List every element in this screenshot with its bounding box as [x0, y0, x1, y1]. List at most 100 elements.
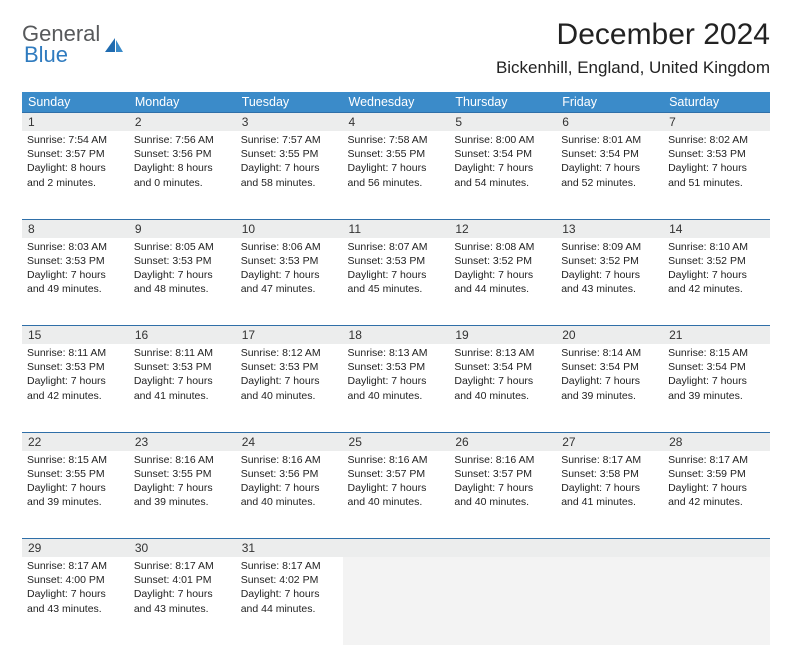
day-cell: Sunrise: 8:11 AMSunset: 3:53 PMDaylight:… [129, 344, 236, 432]
day-header: Sunday [22, 92, 129, 113]
sunrise-text: Sunrise: 8:17 AM [241, 559, 338, 573]
day-cell: Sunrise: 8:13 AMSunset: 3:53 PMDaylight:… [343, 344, 450, 432]
week-body-row: Sunrise: 8:03 AMSunset: 3:53 PMDaylight:… [22, 238, 770, 326]
day-cell-body: Sunrise: 8:15 AMSunset: 3:54 PMDaylight:… [663, 344, 770, 407]
sunrise-text: Sunrise: 8:11 AM [27, 346, 124, 360]
sunrise-text: Sunrise: 7:58 AM [348, 133, 445, 147]
sunset-text: Sunset: 3:53 PM [134, 254, 231, 268]
sunrise-text: Sunrise: 8:08 AM [454, 240, 551, 254]
sunset-text: Sunset: 3:53 PM [27, 254, 124, 268]
day-cell: Sunrise: 8:09 AMSunset: 3:52 PMDaylight:… [556, 238, 663, 326]
day-number-cell: 5 [449, 113, 556, 132]
day-header: Saturday [663, 92, 770, 113]
daylight-text: Daylight: 7 hours and 52 minutes. [561, 161, 658, 189]
daylight-text: Daylight: 7 hours and 42 minutes. [668, 268, 765, 296]
sunset-text: Sunset: 4:01 PM [134, 573, 231, 587]
day-number: 29 [28, 541, 41, 555]
day-number-row: 891011121314 [22, 219, 770, 238]
day-header: Friday [556, 92, 663, 113]
week-body-row: Sunrise: 8:17 AMSunset: 4:00 PMDaylight:… [22, 557, 770, 645]
sunrise-text: Sunrise: 8:12 AM [241, 346, 338, 360]
day-cell: Sunrise: 7:54 AMSunset: 3:57 PMDaylight:… [22, 131, 129, 219]
week-body-row: Sunrise: 7:54 AMSunset: 3:57 PMDaylight:… [22, 131, 770, 219]
daylight-text: Daylight: 7 hours and 51 minutes. [668, 161, 765, 189]
daylight-text: Daylight: 7 hours and 39 minutes. [668, 374, 765, 402]
daylight-text: Daylight: 7 hours and 41 minutes. [561, 481, 658, 509]
daylight-text: Daylight: 8 hours and 0 minutes. [134, 161, 231, 189]
day-number: 30 [135, 541, 148, 555]
day-number: 5 [455, 115, 462, 129]
day-cell-body: Sunrise: 8:08 AMSunset: 3:52 PMDaylight:… [449, 238, 556, 301]
day-cell-body: Sunrise: 8:16 AMSunset: 3:57 PMDaylight:… [343, 451, 450, 514]
day-number: 24 [242, 435, 255, 449]
day-cell-body: Sunrise: 8:06 AMSunset: 3:53 PMDaylight:… [236, 238, 343, 301]
sunrise-text: Sunrise: 8:11 AM [134, 346, 231, 360]
day-cell: Sunrise: 8:07 AMSunset: 3:53 PMDaylight:… [343, 238, 450, 326]
day-number: 14 [669, 222, 682, 236]
day-number-cell: 11 [343, 219, 450, 238]
sunrise-text: Sunrise: 8:16 AM [348, 453, 445, 467]
day-number: 26 [455, 435, 468, 449]
day-cell: Sunrise: 8:01 AMSunset: 3:54 PMDaylight:… [556, 131, 663, 219]
day-cell: Sunrise: 7:58 AMSunset: 3:55 PMDaylight:… [343, 131, 450, 219]
logo-blue: Blue [24, 45, 100, 66]
sunset-text: Sunset: 3:54 PM [668, 360, 765, 374]
day-cell: Sunrise: 8:11 AMSunset: 3:53 PMDaylight:… [22, 344, 129, 432]
day-cell: Sunrise: 8:08 AMSunset: 3:52 PMDaylight:… [449, 238, 556, 326]
sunrise-text: Sunrise: 8:16 AM [241, 453, 338, 467]
day-cell [343, 557, 450, 645]
day-cell-body: Sunrise: 8:07 AMSunset: 3:53 PMDaylight:… [343, 238, 450, 301]
day-number: 2 [135, 115, 142, 129]
day-number: 10 [242, 222, 255, 236]
sunset-text: Sunset: 3:53 PM [27, 360, 124, 374]
day-cell-body: Sunrise: 8:17 AMSunset: 3:58 PMDaylight:… [556, 451, 663, 514]
calendar-table: Sunday Monday Tuesday Wednesday Thursday… [22, 92, 770, 645]
sunrise-text: Sunrise: 7:57 AM [241, 133, 338, 147]
daylight-text: Daylight: 7 hours and 45 minutes. [348, 268, 445, 296]
daylight-text: Daylight: 7 hours and 39 minutes. [27, 481, 124, 509]
sunset-text: Sunset: 3:53 PM [348, 360, 445, 374]
sunset-text: Sunset: 3:55 PM [134, 467, 231, 481]
day-cell: Sunrise: 8:10 AMSunset: 3:52 PMDaylight:… [663, 238, 770, 326]
day-number-row: 29 30 31 [22, 539, 770, 558]
day-cell: Sunrise: 8:16 AMSunset: 3:57 PMDaylight:… [449, 451, 556, 539]
sunrise-text: Sunrise: 8:09 AM [561, 240, 658, 254]
day-number: 31 [242, 541, 255, 555]
day-cell: Sunrise: 8:16 AMSunset: 3:57 PMDaylight:… [343, 451, 450, 539]
day-number: 27 [562, 435, 575, 449]
sunset-text: Sunset: 3:57 PM [27, 147, 124, 161]
day-cell: Sunrise: 8:05 AMSunset: 3:53 PMDaylight:… [129, 238, 236, 326]
day-number: 16 [135, 328, 148, 342]
day-number-cell: 13 [556, 219, 663, 238]
sunset-text: Sunset: 3:53 PM [241, 360, 338, 374]
daylight-text: Daylight: 7 hours and 44 minutes. [454, 268, 551, 296]
day-number-cell: 19 [449, 326, 556, 345]
day-number: 9 [135, 222, 142, 236]
sunset-text: Sunset: 3:57 PM [348, 467, 445, 481]
day-cell: Sunrise: 7:56 AMSunset: 3:56 PMDaylight:… [129, 131, 236, 219]
daylight-text: Daylight: 7 hours and 48 minutes. [134, 268, 231, 296]
daylight-text: Daylight: 7 hours and 43 minutes. [27, 587, 124, 615]
daylight-text: Daylight: 7 hours and 40 minutes. [348, 374, 445, 402]
week-body-row: Sunrise: 8:11 AMSunset: 3:53 PMDaylight:… [22, 344, 770, 432]
day-cell-body: Sunrise: 8:11 AMSunset: 3:53 PMDaylight:… [22, 344, 129, 407]
day-number-cell: 10 [236, 219, 343, 238]
daylight-text: Daylight: 8 hours and 2 minutes. [27, 161, 124, 189]
sunrise-text: Sunrise: 8:10 AM [668, 240, 765, 254]
day-cell-body: Sunrise: 8:05 AMSunset: 3:53 PMDaylight:… [129, 238, 236, 301]
header: General Blue December 2024 Bickenhill, E… [22, 18, 770, 78]
day-number: 6 [562, 115, 569, 129]
sunrise-text: Sunrise: 8:15 AM [668, 346, 765, 360]
sunset-text: Sunset: 3:55 PM [27, 467, 124, 481]
day-cell: Sunrise: 8:02 AMSunset: 3:53 PMDaylight:… [663, 131, 770, 219]
sunrise-text: Sunrise: 8:16 AM [454, 453, 551, 467]
sunrise-text: Sunrise: 8:14 AM [561, 346, 658, 360]
sunset-text: Sunset: 3:52 PM [668, 254, 765, 268]
day-number-cell: 2 [129, 113, 236, 132]
sunrise-text: Sunrise: 8:00 AM [454, 133, 551, 147]
day-cell-body: Sunrise: 8:17 AMSunset: 4:02 PMDaylight:… [236, 557, 343, 620]
day-number-row: 1234567 [22, 113, 770, 132]
month-title: December 2024 [496, 18, 770, 52]
day-cell [449, 557, 556, 645]
day-cell: Sunrise: 8:17 AMSunset: 3:58 PMDaylight:… [556, 451, 663, 539]
